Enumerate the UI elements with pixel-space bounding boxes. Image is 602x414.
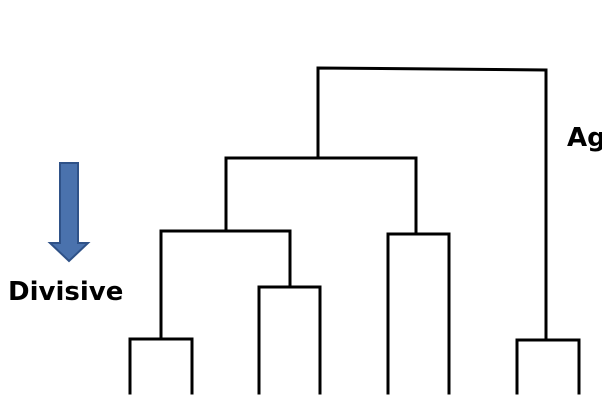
leaf-pair-1-branch [128,337,194,395]
arrow-down-icon [47,162,91,263]
left-left-subtree-branch [159,229,292,341]
right-leaf-pair-branch [515,338,581,395]
root-branch [316,66,548,342]
left-subtree-branch [224,156,418,236]
agglomerative-label: Ag [567,123,602,153]
left-right-pair-branch [386,232,451,395]
leaf-pair-2-branch [257,285,322,395]
dendrogram-tree [128,66,581,395]
divisive-label: Divisive [8,277,123,307]
